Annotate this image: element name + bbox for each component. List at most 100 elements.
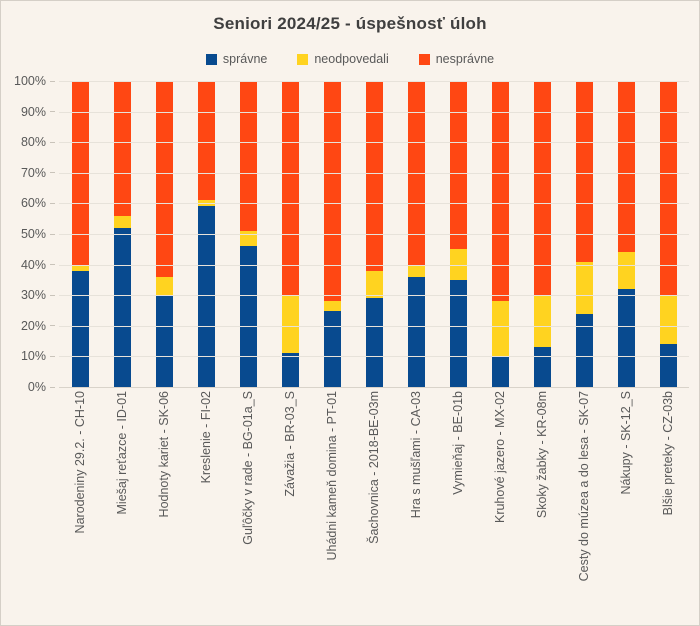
gridline: [59, 264, 689, 266]
bar-slot: [311, 81, 353, 387]
bar-segment-neodpovedali: [491, 301, 509, 357]
y-tick-label: 0%: [27, 380, 46, 394]
y-tick-label: 10%: [20, 349, 46, 364]
y-tick-label: 20%: [20, 318, 46, 333]
bar-slot: [101, 81, 143, 387]
legend: správne neodpovedali nesprávne: [1, 51, 699, 67]
legend-label: správne: [222, 52, 268, 66]
bar-segment-správne: [239, 246, 257, 387]
x-label-slot: Narodeniny 29.2. - CH-10: [59, 391, 101, 609]
x-label-slot: Miešaj reťazce - ID-01: [101, 391, 143, 609]
y-tick-label: 90%: [20, 104, 46, 119]
x-tick-label: Závažia - BR-03_S: [283, 391, 297, 497]
stacked-bar: [617, 81, 635, 387]
bar-segment-nesprávne: [659, 81, 677, 296]
y-tick: 50%: [21, 227, 55, 241]
bar-segment-správne: [407, 276, 425, 387]
bar-segment-nesprávne: [155, 81, 173, 277]
bar-slot: [479, 81, 521, 387]
legend-item-nesprávne: nesprávne: [418, 52, 495, 66]
bar-segment-správne: [323, 310, 341, 387]
stacked-bar: [239, 81, 257, 387]
gridline: [59, 81, 689, 82]
legend-swatch-icon: [297, 53, 309, 65]
stacked-bar: [575, 81, 593, 387]
stacked-bar: [659, 81, 677, 387]
legend-label: neodpovedali: [314, 52, 389, 66]
legend-label: nesprávne: [435, 52, 495, 66]
y-tick-mark: [50, 141, 55, 143]
bar-slot: [563, 81, 605, 387]
bar-segment-nesprávne: [113, 81, 131, 216]
bar-segment-správne: [113, 227, 131, 387]
bar-segment-neodpovedali: [575, 261, 593, 314]
y-axis: 100% 90% 80% 70% 60% 50% 40% 30% 20% 10% 0%: [5, 74, 55, 394]
bar-segment-nesprávne: [281, 81, 299, 296]
gridline: [59, 142, 689, 144]
bar-segment-nesprávne: [197, 81, 215, 201]
gridline: [59, 203, 689, 205]
bar-slot: [605, 81, 647, 387]
bar-segment-správne: [281, 353, 299, 387]
y-tick: 90%: [21, 105, 55, 119]
gridline: [59, 295, 689, 297]
y-tick-mark: [50, 264, 55, 266]
y-tick-mark: [50, 386, 55, 388]
bar-slot: [269, 81, 311, 387]
bar-segment-správne: [197, 206, 215, 387]
y-tick: 70%: [21, 166, 55, 180]
bar-segment-neodpovedali: [323, 301, 341, 311]
bar-slot: [353, 81, 395, 387]
x-label-slot: Závažia - BR-03_S: [269, 391, 311, 609]
bar-segment-správne: [659, 344, 677, 387]
x-tick-label: Uhádni kameň domina - PT-01: [325, 391, 339, 561]
y-tick-label: 80%: [20, 135, 46, 150]
chart-body: 100% 90% 80% 70% 60% 50% 40% 30% 20% 10% 0% Narode…: [5, 74, 689, 609]
bar-segment-neodpovedali: [71, 264, 89, 271]
stacked-bar: [323, 81, 341, 387]
gridline: [59, 325, 689, 327]
y-tick-label: 100%: [14, 74, 46, 88]
x-label-slot: Cesty do múzea a do lesa - SK-07: [563, 391, 605, 609]
y-tick-label: 50%: [20, 227, 46, 241]
x-label-slot: Vymieňaj - BE-01b: [437, 391, 479, 609]
bar-segment-neodpovedali: [533, 295, 551, 348]
stacked-bar: [407, 81, 425, 387]
bar-segment-správne: [71, 270, 89, 387]
stacked-bar: [113, 81, 131, 387]
x-label-slot: Kruhové jazero - MX-02: [479, 391, 521, 609]
x-tick-label: Cesty do múzea a do lesa - SK-07: [577, 391, 591, 582]
bar-segment-neodpovedali: [155, 276, 173, 296]
x-label-slot: Uhádni kameň domina - PT-01: [311, 391, 353, 609]
x-tick-label: Narodeniny 29.2. - CH-10: [73, 391, 87, 534]
x-label-slot: Blšie preteky - CZ-03b: [647, 391, 689, 609]
x-axis-labels: Narodeniny 29.2. - CH-10 Miešaj reťazce -…: [59, 391, 689, 609]
bar-slot: [227, 81, 269, 387]
chart-title: Seniori 2024/25 - úspešnosť úloh: [213, 14, 487, 33]
gridline: [59, 356, 689, 358]
x-tick-label: Vymieňaj - BE-01b: [451, 391, 465, 495]
bar-segment-neodpovedali: [617, 252, 635, 290]
x-tick-label: Guľôčky v rade - BG-01a_S: [241, 391, 255, 545]
bars-container: [59, 81, 689, 387]
stacked-bar: [365, 81, 383, 387]
y-tick: 80%: [21, 135, 55, 149]
y-tick: 100%: [14, 74, 55, 88]
bar-segment-správne: [491, 356, 509, 387]
bar-segment-nesprávne: [323, 81, 341, 302]
bar-slot: [185, 81, 227, 387]
x-tick-label: Blšie preteky - CZ-03b: [661, 391, 675, 516]
bar-segment-správne: [617, 289, 635, 387]
x-label-slot: Nákupy - SK-12_S: [605, 391, 647, 609]
legend-item-neodpovedali: neodpovedali: [297, 52, 389, 66]
y-tick: 30%: [21, 288, 55, 302]
x-tick-label: Miešaj reťazce - ID-01: [115, 391, 129, 515]
y-tick-mark: [50, 325, 55, 327]
x-label-slot: Hodnoty kariet - SK-06: [143, 391, 185, 609]
y-tick-mark: [50, 294, 55, 296]
x-tick-label: Skoky žabky - KR-08m: [535, 391, 549, 519]
x-tick-label: Hra s mušľami - CA-03: [409, 391, 423, 519]
bar-segment-nesprávne: [575, 81, 593, 262]
y-tick-mark: [50, 111, 55, 113]
